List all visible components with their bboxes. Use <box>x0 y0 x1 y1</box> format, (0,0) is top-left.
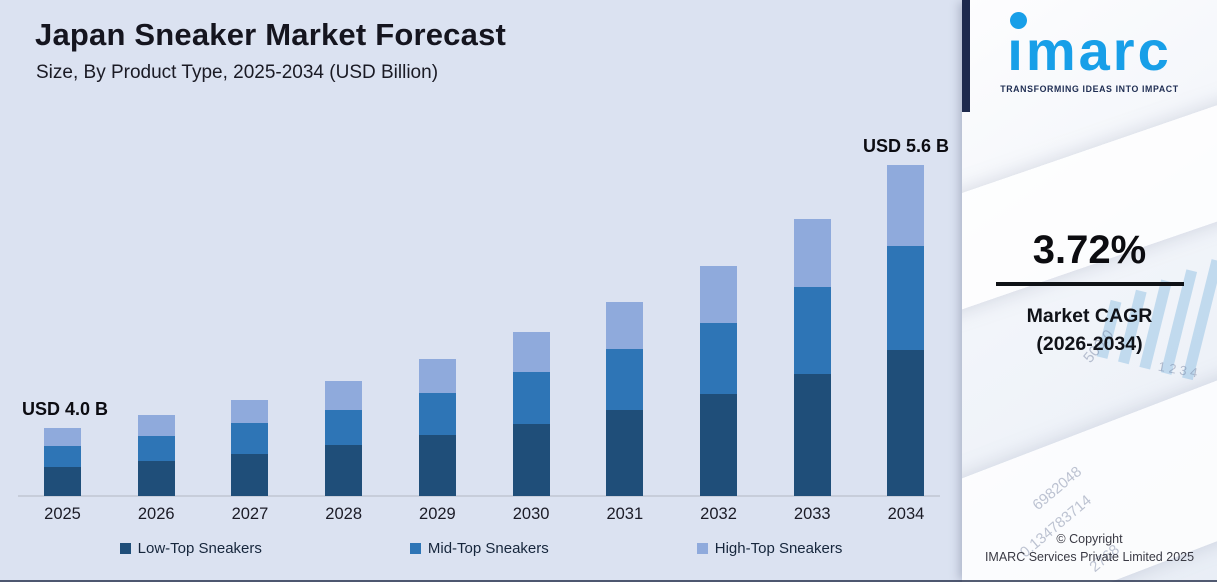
bar-segment-high-top-sneakers <box>700 266 738 323</box>
bar-segment-mid-top-sneakers <box>231 423 269 454</box>
bar-segment-high-top-sneakers <box>793 219 831 287</box>
bar-segment-low-top-sneakers <box>606 410 644 496</box>
bar-segment-mid-top-sneakers <box>418 393 456 435</box>
x-tick-2030: 2030 <box>512 505 550 523</box>
bar-segment-mid-top-sneakers <box>325 410 363 445</box>
bar-segment-high-top-sneakers <box>887 165 925 246</box>
logo-dot-icon <box>1010 12 1028 29</box>
x-tick-2034: 2034 <box>887 505 925 523</box>
bar-2029 <box>418 359 456 496</box>
x-tick-2026: 2026 <box>137 505 175 523</box>
legend-item-low-top-sneakers: Low-Top Sneakers <box>119 540 262 557</box>
bar-segment-high-top-sneakers <box>606 302 644 349</box>
legend-label: High-Top Sneakers <box>714 540 843 557</box>
bar-segment-high-top-sneakers <box>44 428 81 446</box>
bar-2034 <box>887 165 925 496</box>
chart-panel: Japan Sneaker Market Forecast Size, By P… <box>0 0 962 582</box>
bar-2028 <box>325 381 363 496</box>
legend-swatch <box>119 543 131 554</box>
bar-segment-mid-top-sneakers <box>512 372 550 424</box>
bar-segment-low-top-sneakers <box>231 454 269 496</box>
chart-legend: Low-Top Sneakers Mid-Top Sneakers High-Top… <box>0 540 962 557</box>
cagr-underline <box>995 282 1184 286</box>
bar-segment-low-top-sneakers <box>887 350 925 496</box>
bar-segment-mid-top-sneakers <box>137 436 175 461</box>
x-tick-2029: 2029 <box>419 505 456 523</box>
bar-segment-low-top-sneakers <box>325 445 363 496</box>
bar-segment-low-top-sneakers <box>793 374 831 496</box>
bar-segment-high-top-sneakers <box>231 400 269 423</box>
cagr-value: 3.72% <box>1032 228 1147 272</box>
legend-label: Mid-Top Sneakers <box>427 540 549 557</box>
bar-segment-mid-top-sneakers <box>44 446 81 467</box>
bar-segment-mid-top-sneakers <box>887 246 925 350</box>
bar-2027 <box>231 400 269 496</box>
x-tick-2031: 2031 <box>606 505 644 523</box>
x-tick-2027: 2027 <box>231 505 269 523</box>
imarc-tagline: TRANSFORMING IDEAS INTO IMPACT <box>1000 83 1179 94</box>
bar-2032 <box>700 266 738 496</box>
bar-segment-high-top-sneakers <box>418 359 456 393</box>
plot-area: USD 4.0 B USD 5.6 B 2025 2026 2027 2028 2029… <box>18 136 950 523</box>
bar-segment-high-top-sneakers <box>512 332 550 372</box>
legend-label: Low-Top Sneakers <box>137 540 262 557</box>
cagr-block: 3.72% Market CAGR (2026-2034) <box>962 228 1217 359</box>
data-label-2034: USD 5.6 B <box>862 136 950 156</box>
panel-corner-accent <box>962 0 970 112</box>
bar-segment-mid-top-sneakers <box>793 287 831 374</box>
bar-segment-low-top-sneakers <box>700 394 738 496</box>
x-tick-2033: 2033 <box>793 505 831 523</box>
legend-swatch <box>696 543 708 554</box>
legend-item-mid-top-sneakers: Mid-Top Sneakers <box>409 540 549 557</box>
x-tick-2025: 2025 <box>44 505 81 523</box>
chart-subtitle: Size, By Product Type, 2025-2034 (USD Bi… <box>36 62 439 83</box>
bar-segment-low-top-sneakers <box>418 435 456 496</box>
bar-2033 <box>793 219 831 496</box>
bar-segment-mid-top-sneakers <box>700 323 738 394</box>
bar-segment-mid-top-sneakers <box>606 349 644 410</box>
x-tick-2032: 2032 <box>700 505 737 523</box>
chart-title: Japan Sneaker Market Forecast <box>35 17 507 52</box>
bar-2026 <box>137 415 175 496</box>
legend-swatch <box>409 543 421 554</box>
bar-segment-high-top-sneakers <box>137 415 175 436</box>
bar-2030 <box>512 332 550 496</box>
imarc-logo: ımarc <box>1007 12 1171 82</box>
bar-2031 <box>606 302 644 496</box>
copyright-line2: IMARC Services Private Limited 2025 <box>984 549 1195 564</box>
bar-segment-low-top-sneakers <box>512 424 550 496</box>
legend-item-high-top-sneakers: High-Top Sneakers <box>696 540 843 557</box>
bottom-edge-line <box>0 580 1217 582</box>
imarc-logo-block: ımarc TRANSFORMING IDEAS INTO IMPACT <box>962 12 1217 94</box>
bar-2025 <box>44 428 81 496</box>
bar-segment-low-top-sneakers <box>44 467 81 496</box>
copyright-line1: © Copyright <box>1056 532 1123 546</box>
bar-segment-low-top-sneakers <box>137 461 175 496</box>
branding-panel: 500.0 1 2 3 4 6982048 0.134783714 2768 ımarc… <box>962 0 1217 582</box>
bar-segment-high-top-sneakers <box>325 381 363 410</box>
data-label-2025: USD 4.0 B <box>22 399 109 419</box>
copyright: © Copyright IMARC Services Private Limit… <box>962 531 1217 566</box>
cagr-label-line1: Market CAGR <box>1026 305 1153 327</box>
x-axis-line <box>18 495 940 497</box>
cagr-label-line2: (2026-2034) <box>1036 333 1143 356</box>
x-tick-2028: 2028 <box>325 505 363 523</box>
